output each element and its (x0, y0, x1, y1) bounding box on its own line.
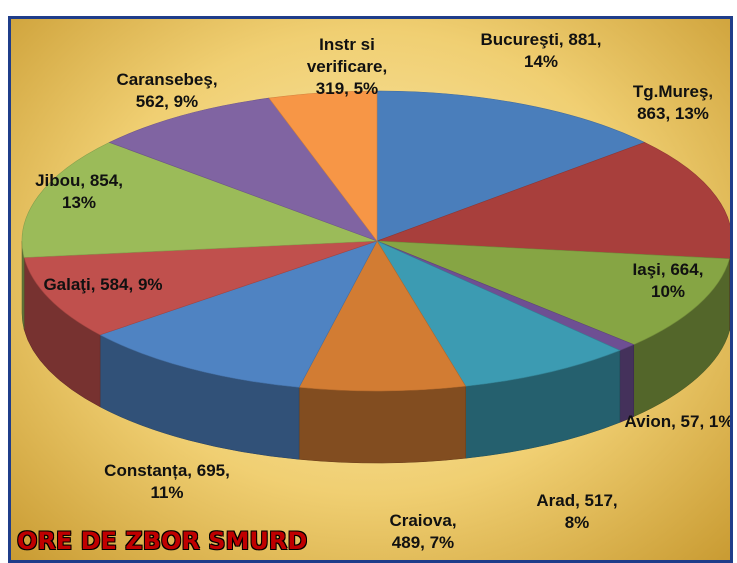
data-label: Avion, 57, 1% (624, 412, 733, 431)
chart-title: ORE DE ZBOR SMURD (17, 527, 308, 555)
chart: Bucureşti, 881, 14% Tg.Mureş, 863, 13% Iaş… (8, 16, 733, 563)
slice (108, 97, 378, 242)
slice (376, 90, 646, 242)
data-label: Constanța, 695, 11% (104, 461, 230, 502)
slice (23, 240, 378, 336)
slice (376, 240, 621, 387)
data-label: Caransebeş, 562, 9% (116, 70, 218, 111)
pie-plot (21, 90, 730, 464)
data-label: Bucureşti, 881, 14% (480, 30, 602, 71)
data-label: Instr si verificare, 319, 5% (306, 35, 388, 98)
slice (21, 142, 378, 258)
data-label: Jibou, 854, 13% (35, 171, 123, 212)
data-label: Craiova, 489, 7% (389, 511, 457, 552)
slice (376, 142, 730, 260)
slice (376, 240, 730, 345)
slice (298, 240, 467, 392)
data-label: Tg.Mureş, 863, 13% (632, 82, 714, 123)
slice (99, 240, 378, 388)
data-label: Iaşi, 664, 10% (632, 260, 704, 301)
data-label: Galaţi, 584, 9% (43, 275, 163, 294)
slice-side (298, 385, 466, 464)
slice (268, 90, 378, 242)
data-label: Arad, 517, 8% (536, 491, 618, 532)
